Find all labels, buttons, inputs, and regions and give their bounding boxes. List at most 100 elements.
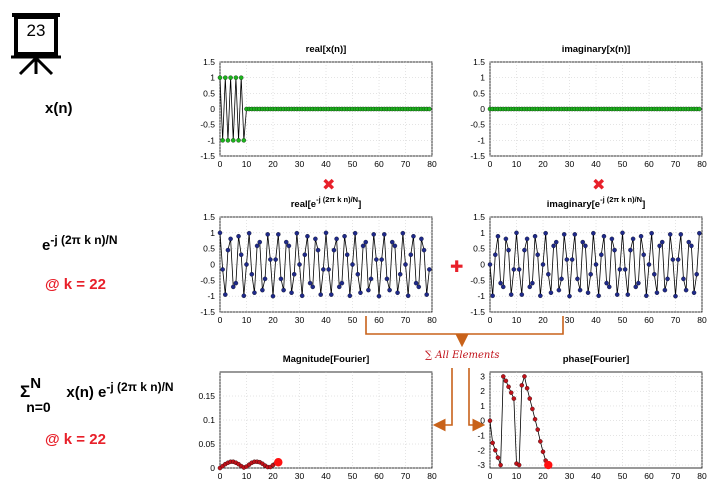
data-point: [238, 75, 244, 80]
data-point: [689, 243, 694, 249]
data-point: [382, 232, 387, 237]
y-tick-label: 0.5: [473, 88, 485, 98]
x-tick-label: 10: [512, 159, 522, 169]
plot-real-exp: real[e-j (2π k n)/N]0 10 20 30 40 50 60 70 801.5…: [200, 195, 437, 325]
data-point: [387, 287, 392, 293]
data-point: [276, 232, 281, 237]
data-point: [614, 292, 620, 297]
y-tick-label: 0: [480, 416, 485, 426]
data-point: [376, 293, 382, 299]
x-tick-label: 30: [565, 471, 575, 481]
data-point: [397, 272, 403, 277]
data-point: [495, 234, 501, 239]
plot-phase: phase[Fourier]0 10 20 30 40 50 60 70 803210-1-2-…: [477, 354, 707, 481]
x-tick-label: 40: [321, 315, 331, 325]
x-tick-label: 80: [427, 159, 437, 169]
data-point: [321, 267, 326, 272]
x-tick-label: 0: [488, 471, 493, 481]
row-label-exponential: e-j (2π k n)/N: [42, 233, 118, 254]
y-tick-label: -0.5: [200, 120, 215, 130]
x-tick-label: 80: [427, 315, 437, 325]
data-point: [360, 243, 366, 249]
y-tick-label: 1.5: [473, 212, 485, 222]
data-point: [408, 252, 414, 257]
data-point: [411, 234, 416, 239]
sigma-symbol: Σ: [20, 382, 31, 401]
data-point: [384, 276, 390, 282]
data-point: [606, 284, 612, 290]
data-point: [278, 276, 284, 282]
x-tick-label: 70: [401, 315, 411, 325]
data-point: [220, 138, 225, 143]
y-tick-label: -1: [207, 291, 215, 301]
data-point: [585, 290, 591, 295]
data-point: [249, 272, 255, 277]
chart-title: imaginary[e-j (2π k n)/N]: [547, 195, 646, 210]
chart-title: real[e-j (2π k n)/N]: [291, 195, 362, 210]
plot-real-x: real[x(n)] 0 10 20 30 40 50 60 70 80 1.5 1 0.5 0 -0.5 -…: [200, 44, 437, 169]
data-point: [374, 257, 379, 262]
y-tick-label: 0.1: [203, 415, 215, 425]
data-point: [223, 75, 228, 80]
x-tick-label: 30: [295, 159, 305, 169]
y-tick-label: 1: [210, 73, 215, 83]
x-tick-label: 60: [374, 315, 384, 325]
data-point: [646, 262, 652, 267]
data-point: [405, 293, 411, 299]
data-point: [535, 252, 540, 257]
data-point: [352, 230, 358, 236]
x-tick-label: 0: [218, 471, 223, 481]
data-point: [532, 234, 538, 239]
x-tick-label: 10: [512, 315, 522, 325]
y-tick-label: 1: [480, 228, 485, 238]
data-point: [567, 293, 572, 299]
x-tick-label: 50: [348, 471, 358, 481]
data-point: [575, 276, 580, 282]
y-tick-label: -1: [477, 135, 485, 145]
data-point: [546, 272, 551, 277]
k-value-label-2: @ k = 22: [45, 431, 106, 448]
data-point: [535, 427, 540, 432]
data-point: [638, 234, 644, 239]
data-point: [522, 247, 527, 253]
x-tick-label: 40: [591, 471, 601, 481]
data-point: [538, 293, 543, 299]
data-point: [297, 262, 302, 267]
data-point: [223, 292, 228, 297]
current-point-marker: [544, 460, 553, 470]
data-point: [315, 247, 321, 253]
chart-title: imaginary[x(n)]: [562, 44, 631, 55]
x-tick-label: 10: [512, 471, 522, 481]
data-point: [490, 293, 495, 299]
x-tick-label: 50: [618, 471, 628, 481]
data-point: [591, 230, 596, 236]
data-point: [644, 293, 649, 299]
data-point: [514, 230, 519, 236]
data-point: [389, 239, 395, 245]
x-tick-label: 0: [488, 315, 493, 325]
x-tick-label: 60: [644, 159, 654, 169]
data-point: [556, 287, 562, 293]
x-tick-label: 30: [295, 471, 305, 481]
x-tick-label: 30: [565, 315, 575, 325]
data-point: [220, 267, 225, 272]
data-point: [675, 257, 681, 262]
data-point: [233, 75, 239, 80]
data-point: [501, 374, 506, 379]
x-tick-label: 0: [488, 159, 493, 169]
data-point: [400, 230, 406, 236]
data-point: [673, 293, 678, 299]
data-point: [217, 230, 223, 236]
data-point: [683, 287, 689, 293]
x-tick-label: 80: [697, 471, 707, 481]
data-point: [506, 247, 511, 253]
row-label-sum: Σ N n=0 x(n) e-j (2π k n)/N: [20, 375, 174, 415]
data-point: [350, 262, 355, 267]
data-point: [524, 236, 530, 242]
data-point: [273, 257, 278, 262]
data-point: [254, 243, 260, 249]
data-point: [366, 287, 371, 293]
data-point: [532, 417, 538, 422]
data-point: [617, 267, 623, 272]
data-point: [344, 252, 350, 257]
